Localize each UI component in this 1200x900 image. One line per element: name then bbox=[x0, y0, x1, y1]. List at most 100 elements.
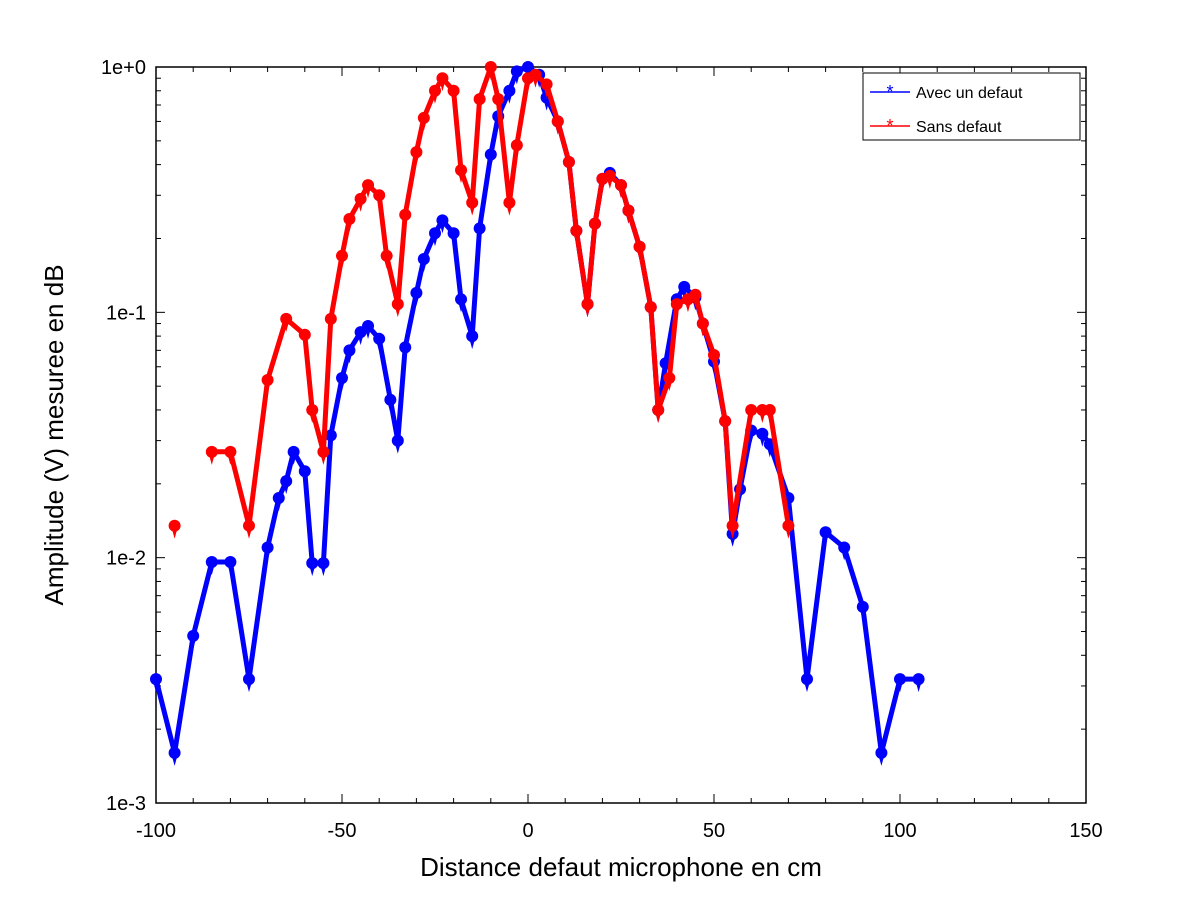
data-point-tail bbox=[394, 306, 401, 318]
x-tick-label: 150 bbox=[1069, 820, 1102, 842]
data-point bbox=[362, 319, 375, 332]
data-point bbox=[455, 293, 468, 306]
data-point-tail bbox=[320, 453, 327, 465]
data-point bbox=[354, 192, 367, 205]
data-point bbox=[719, 415, 732, 428]
data-point bbox=[417, 111, 430, 124]
data-point-tail bbox=[402, 216, 409, 228]
series-layer bbox=[150, 61, 925, 766]
data-point bbox=[391, 298, 404, 311]
data-point bbox=[391, 434, 404, 447]
data-point-tail bbox=[804, 681, 810, 693]
data-point-tail bbox=[309, 411, 316, 423]
data-point-tail bbox=[357, 200, 364, 212]
data-point-tail bbox=[383, 257, 390, 269]
data-point-tail bbox=[513, 73, 520, 85]
data-point bbox=[261, 541, 274, 554]
data-point-tail bbox=[227, 564, 234, 576]
data-point bbox=[522, 61, 534, 73]
data-point-tail bbox=[636, 248, 643, 260]
data-point-tail bbox=[432, 92, 438, 104]
x-axis-title: Distance defaut microphone en cm bbox=[420, 852, 822, 882]
data-point bbox=[622, 204, 635, 217]
y-axis-title: Amplitude (V) mesuree en dB bbox=[39, 264, 69, 605]
data-point bbox=[224, 445, 237, 458]
data-point bbox=[324, 312, 337, 325]
series-sans-defaut bbox=[168, 61, 795, 539]
data-point bbox=[466, 330, 479, 343]
data-point-tail bbox=[171, 754, 178, 766]
data-point bbox=[503, 84, 516, 97]
data-point-tail bbox=[208, 453, 215, 465]
data-point-tail bbox=[264, 381, 271, 393]
data-point-tail bbox=[748, 411, 755, 423]
data-point bbox=[280, 475, 293, 488]
data-point bbox=[875, 746, 888, 759]
data-point-tail bbox=[647, 309, 654, 321]
data-point-tail bbox=[729, 535, 736, 547]
data-point bbox=[429, 84, 441, 97]
data-point bbox=[336, 371, 348, 384]
data-point bbox=[466, 196, 479, 209]
data-point bbox=[380, 249, 393, 262]
data-point bbox=[261, 373, 274, 386]
data-point-tail bbox=[525, 80, 531, 92]
data-point-tail bbox=[655, 411, 662, 423]
data-point bbox=[756, 427, 769, 440]
data-point-tail bbox=[171, 527, 178, 539]
y-axis: 1e+0 1e-1 1e-2 1e-3 bbox=[101, 57, 1086, 815]
data-point bbox=[436, 214, 449, 227]
data-point bbox=[484, 148, 497, 161]
data-point-tail bbox=[766, 446, 773, 458]
data-point bbox=[306, 403, 319, 416]
data-point-tail bbox=[439, 222, 446, 234]
data-point-tail bbox=[346, 352, 353, 364]
data-point bbox=[336, 249, 348, 262]
data-point bbox=[317, 557, 330, 570]
data-point-tail bbox=[275, 500, 282, 512]
x-tick-label: 100 bbox=[883, 820, 916, 842]
data-point-tail bbox=[450, 235, 457, 247]
data-point bbox=[429, 227, 441, 240]
data-point-tail bbox=[365, 187, 372, 199]
data-point bbox=[678, 280, 691, 293]
legend-label-sans: Sans defaut bbox=[916, 119, 1002, 136]
data-point-tail bbox=[584, 306, 591, 318]
data-point bbox=[551, 115, 564, 128]
data-point bbox=[562, 155, 575, 168]
legend: * Avec un defaut * Sans defaut bbox=[862, 72, 1081, 141]
data-point-tail bbox=[487, 69, 494, 80]
plot-area bbox=[155, 66, 1087, 804]
data-point-tail bbox=[722, 423, 729, 435]
data-point-tail bbox=[591, 225, 598, 237]
x-tick-label: -100 bbox=[136, 820, 176, 842]
data-point bbox=[696, 317, 709, 330]
data-point-tail bbox=[599, 180, 606, 192]
data-point bbox=[801, 673, 813, 686]
data-point-tail bbox=[476, 101, 483, 113]
data-point-tail bbox=[327, 437, 334, 449]
data-point bbox=[205, 556, 218, 569]
data-point bbox=[856, 600, 869, 613]
data-point-tail bbox=[699, 325, 706, 337]
data-point bbox=[187, 629, 200, 642]
legend-marker-avec: * bbox=[886, 82, 893, 102]
x-tick-label: 50 bbox=[703, 820, 725, 842]
data-point bbox=[633, 240, 646, 253]
data-point bbox=[324, 429, 337, 442]
data-point bbox=[280, 312, 293, 325]
data-point-tail bbox=[711, 357, 717, 369]
data-point-tail bbox=[339, 257, 345, 269]
data-point-tail bbox=[506, 92, 513, 104]
data-point bbox=[317, 445, 330, 458]
y-tick-label: 1e-1 bbox=[106, 302, 146, 324]
legend-marker-sans: * bbox=[886, 116, 893, 136]
y-tick-label: 1e+0 bbox=[101, 57, 146, 79]
data-point bbox=[343, 213, 356, 226]
data-point bbox=[894, 673, 906, 686]
data-point-tail bbox=[487, 156, 494, 168]
data-point bbox=[298, 328, 311, 341]
data-point bbox=[492, 93, 505, 106]
data-point-tail bbox=[513, 147, 520, 159]
